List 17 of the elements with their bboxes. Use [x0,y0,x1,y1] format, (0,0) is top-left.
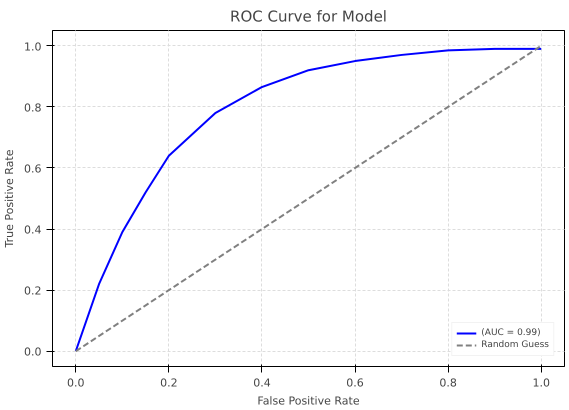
y-tick-label: 0.8 [24,101,42,114]
x-axis-title: False Positive Rate [257,394,360,408]
x-tick-label: 0.6 [346,376,364,390]
legend-label: Random Guess [481,339,549,351]
y-tick-label: 1.0 [24,40,42,54]
x-tick-label: 0.8 [439,376,457,390]
x-tick-label: 0.4 [253,376,271,390]
y-tick-label: 0.0 [24,346,42,359]
y-axis-title: True Positive Rate [3,149,16,248]
y-tick-label: 0.6 [24,162,42,176]
x-tick-label: 1.0 [532,376,550,390]
y-tick-label: 0.4 [24,224,42,237]
x-tick-label: 0.0 [67,376,85,390]
chart-title: ROC Curve for Model [230,8,387,26]
legend-label: (AUC = 0.99) [481,327,541,339]
x-tick-label: 0.2 [160,376,178,390]
y-tick-label: 0.2 [24,284,42,298]
